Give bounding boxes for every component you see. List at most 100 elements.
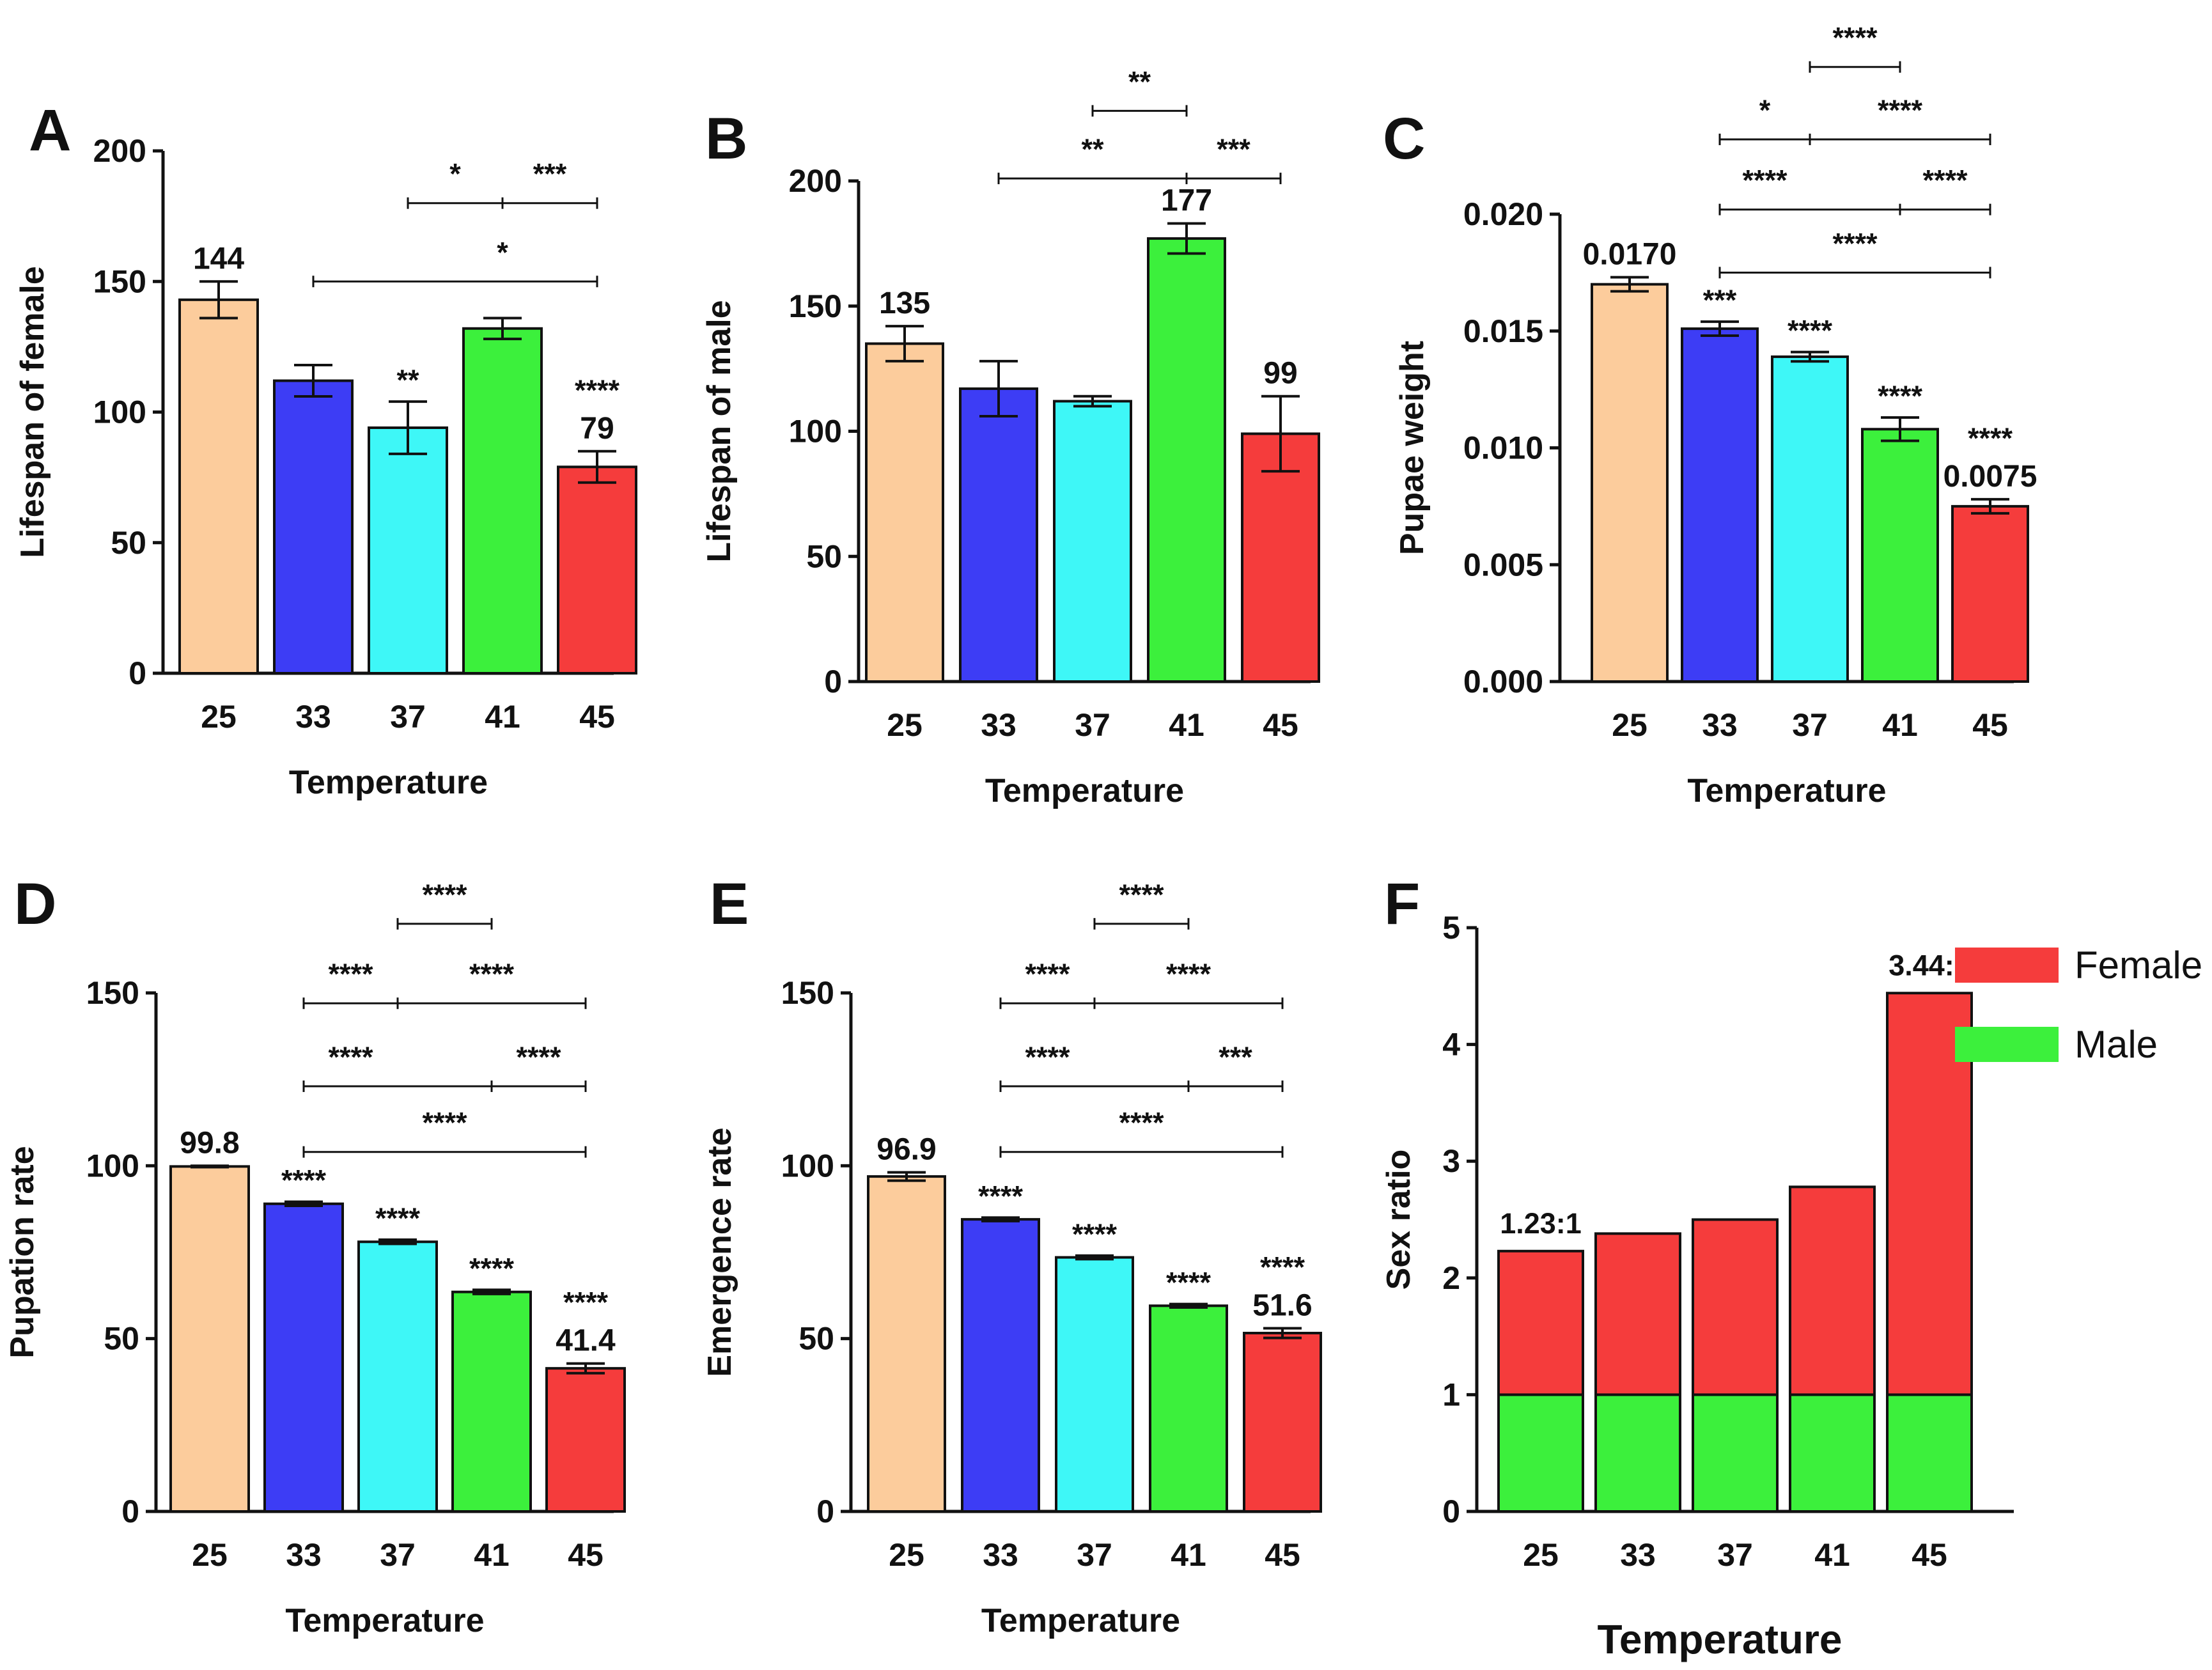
x-tick-label: 33 [983, 1537, 1018, 1573]
bar-33 [961, 1218, 1040, 1513]
bar-33 [263, 1202, 344, 1513]
x-axis-title: Temperature [285, 1602, 484, 1639]
bar-25 [867, 1175, 946, 1513]
bar-37 [1055, 1256, 1134, 1513]
significance-label: **** [469, 1252, 515, 1284]
significance-label: **** [281, 1164, 327, 1197]
stack-female-25 [1497, 1249, 1584, 1396]
significance-label: **** [978, 1180, 1024, 1212]
bracket-label: **** [422, 1107, 467, 1139]
value-label: 99 [1263, 357, 1297, 391]
y-tick-label: 3 [1442, 1143, 1460, 1179]
x-tick-label: 25 [889, 1537, 924, 1573]
y-tick-label: 150 [93, 263, 146, 299]
bar-45 [557, 465, 637, 675]
y-axis-title: Lifespan of male [701, 300, 738, 562]
stack-male-33 [1594, 1393, 1681, 1513]
significance-label: **** [575, 374, 620, 407]
y-axis-title: Emergence rate [701, 1127, 738, 1377]
significance-label: **** [1072, 1218, 1118, 1251]
significance-label: *** [1703, 284, 1737, 316]
y-tick-label: 200 [93, 133, 146, 169]
significance-label: **** [1788, 315, 1833, 347]
x-tick-label: 33 [1702, 707, 1738, 743]
x-tick-label: 45 [1972, 707, 2008, 743]
bar-33 [273, 379, 354, 675]
bar-41 [1861, 428, 1939, 683]
bar-45 [1243, 1332, 1322, 1513]
y-tick-label: 0 [824, 664, 842, 699]
bracket-label: ** [1081, 133, 1104, 166]
bar-45 [545, 1367, 626, 1513]
bracket-label: **** [469, 958, 515, 990]
bracket-label: **** [1119, 878, 1164, 911]
x-axis-title: Temperature [1598, 1616, 1842, 1662]
x-tick-label: 37 [1077, 1537, 1112, 1573]
stack-male-37 [1692, 1393, 1779, 1513]
x-tick-label: 33 [295, 699, 331, 735]
bracket-label: **** [1025, 958, 1070, 990]
y-tick-label: 1 [1442, 1377, 1460, 1412]
y-tick-label: 0.015 [1463, 313, 1543, 349]
value-label: 177 [1161, 184, 1212, 218]
significance-label: **** [1968, 422, 2013, 455]
y-tick-label: 100 [86, 1148, 139, 1183]
y-tick-label: 150 [781, 975, 834, 1011]
x-tick-label: 45 [1263, 707, 1298, 743]
y-tick-label: 0.020 [1463, 196, 1543, 232]
y-tick-label: 50 [104, 1321, 139, 1357]
bar-41 [451, 1290, 532, 1513]
value-label: 0.0075 [1943, 460, 2037, 494]
y-tick-label: 0.005 [1463, 547, 1543, 582]
legend: Female Male [1955, 944, 2202, 1066]
panel-label: D [14, 871, 56, 937]
y-tick-label: 0 [129, 655, 146, 691]
bar-45 [1951, 504, 2029, 683]
x-tick-label: 41 [485, 699, 520, 735]
bracket-label: **** [422, 878, 467, 911]
bar-33 [1681, 327, 1759, 683]
x-tick-label: 33 [981, 707, 1016, 743]
y-tick-label: 100 [781, 1148, 834, 1183]
y-tick-label: 0 [1442, 1494, 1460, 1529]
x-tick-label: 37 [1792, 707, 1828, 743]
x-tick-label: 41 [1171, 1537, 1206, 1573]
bracket-label: **** [1922, 164, 1968, 197]
x-tick-label: 37 [390, 699, 426, 735]
y-axis-title: Sex ratio [1380, 1150, 1417, 1290]
value-label: 1.23:1 [1500, 1207, 1582, 1240]
stack-female-37 [1692, 1218, 1779, 1396]
x-tick-label: 33 [1620, 1537, 1656, 1573]
y-tick-label: 2 [1442, 1260, 1460, 1296]
bracket-label: *** [533, 158, 567, 191]
x-tick-label: 25 [201, 699, 237, 735]
y-tick-label: 50 [806, 538, 842, 574]
bracket-label: **** [1878, 94, 1923, 127]
panel-label: E [710, 871, 749, 937]
bracket-label: *** [1219, 1041, 1252, 1073]
bar-41 [1147, 237, 1226, 683]
y-tick-label: 4 [1442, 1027, 1460, 1063]
x-tick-label: 25 [1523, 1537, 1559, 1573]
x-tick-label: 25 [1612, 707, 1647, 743]
significance-label: **** [375, 1202, 421, 1235]
bracket-label: * [449, 158, 461, 191]
y-tick-label: 0.000 [1463, 664, 1543, 699]
significance-label: **** [1166, 1267, 1211, 1299]
significance-label: **** [1878, 380, 1923, 412]
bracket-label: ** [1128, 65, 1151, 98]
panel-label: C [1383, 106, 1425, 171]
panel-label: A [29, 98, 71, 163]
bar-37 [357, 1240, 438, 1513]
x-tick-label: 41 [474, 1537, 510, 1573]
x-axis-title: Temperature [289, 764, 488, 801]
y-axis-title: Pupation rate [4, 1146, 41, 1358]
x-tick-label: 37 [1075, 707, 1110, 743]
y-axis-title: Lifespan of female [14, 266, 51, 558]
bracket-label: * [497, 236, 508, 269]
bar-25 [1591, 283, 1669, 683]
